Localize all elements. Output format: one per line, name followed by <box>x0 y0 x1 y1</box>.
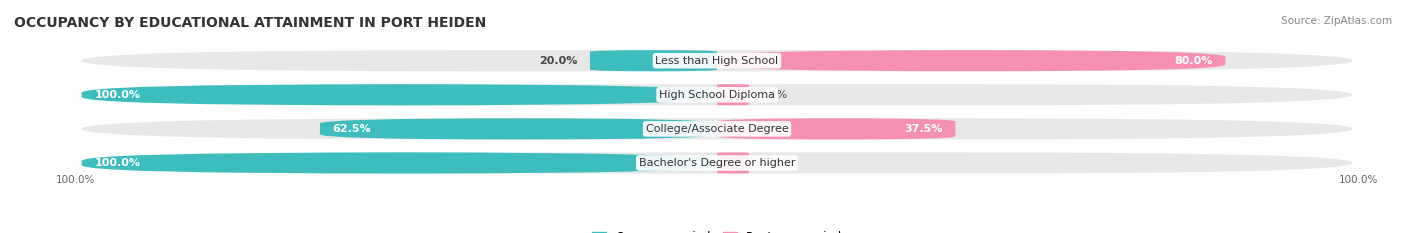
FancyBboxPatch shape <box>82 50 1353 71</box>
FancyBboxPatch shape <box>321 118 717 140</box>
Text: Source: ZipAtlas.com: Source: ZipAtlas.com <box>1281 16 1392 26</box>
Text: 100.0%: 100.0% <box>1339 175 1378 185</box>
Text: 100.0%: 100.0% <box>56 175 96 185</box>
Text: 0.0%: 0.0% <box>759 90 787 100</box>
Text: Less than High School: Less than High School <box>655 56 779 66</box>
FancyBboxPatch shape <box>717 84 749 105</box>
FancyBboxPatch shape <box>717 118 955 140</box>
FancyBboxPatch shape <box>591 50 717 71</box>
FancyBboxPatch shape <box>717 50 1226 71</box>
Text: OCCUPANCY BY EDUCATIONAL ATTAINMENT IN PORT HEIDEN: OCCUPANCY BY EDUCATIONAL ATTAINMENT IN P… <box>14 16 486 30</box>
FancyBboxPatch shape <box>82 118 1353 140</box>
FancyBboxPatch shape <box>82 84 1353 105</box>
FancyBboxPatch shape <box>82 84 717 105</box>
FancyBboxPatch shape <box>82 152 1353 174</box>
FancyBboxPatch shape <box>717 152 749 174</box>
Text: 20.0%: 20.0% <box>538 56 578 66</box>
Text: 100.0%: 100.0% <box>94 90 141 100</box>
Text: College/Associate Degree: College/Associate Degree <box>645 124 789 134</box>
Text: 80.0%: 80.0% <box>1174 56 1212 66</box>
Text: High School Diploma: High School Diploma <box>659 90 775 100</box>
Text: 62.5%: 62.5% <box>333 124 371 134</box>
Text: 0.0%: 0.0% <box>759 158 787 168</box>
Text: 100.0%: 100.0% <box>94 158 141 168</box>
Text: Bachelor's Degree or higher: Bachelor's Degree or higher <box>638 158 796 168</box>
Text: 37.5%: 37.5% <box>904 124 942 134</box>
FancyBboxPatch shape <box>82 152 717 174</box>
Legend: Owner-occupied, Renter-occupied: Owner-occupied, Renter-occupied <box>586 226 848 233</box>
